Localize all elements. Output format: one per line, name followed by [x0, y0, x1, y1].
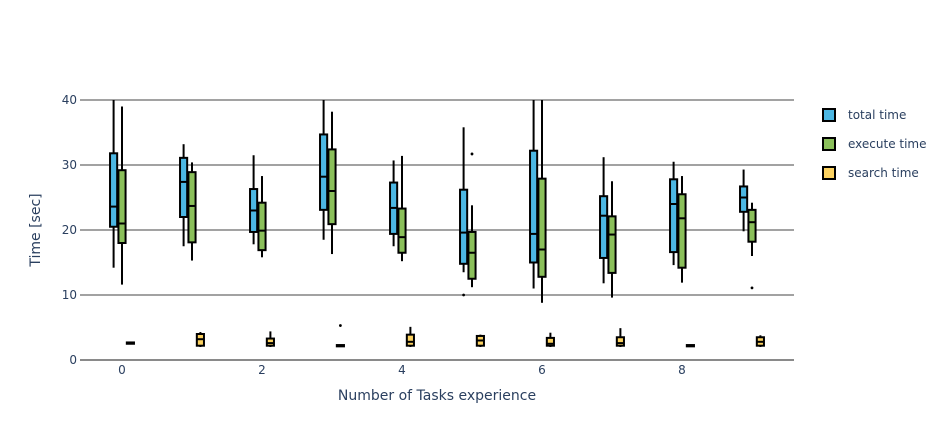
box-iqr	[677, 193, 687, 269]
box-iqr	[607, 215, 617, 274]
y-tick-label-30: 30	[62, 158, 77, 172]
box-execute-time-1	[187, 162, 197, 261]
box-traces	[109, 100, 765, 348]
box-total-time-4	[389, 160, 399, 247]
box-iqr	[327, 148, 337, 226]
box-total-time-2	[249, 155, 259, 245]
legend-label: execute time	[848, 137, 927, 151]
y-tick-label-40: 40	[62, 93, 77, 107]
box-iqr	[537, 177, 547, 278]
x-tick-label-0: 0	[118, 363, 126, 377]
box-search-time-3	[335, 324, 345, 348]
box-iqr	[739, 185, 749, 213]
outlier-point-0	[462, 293, 465, 297]
axes: 0 10 20 30 40 0 2 4 6 8	[62, 93, 686, 377]
box-execute-time-9	[747, 202, 757, 290]
box-search-time-8	[685, 344, 695, 348]
legend-item-execute-time[interactable]: execute time	[822, 137, 927, 151]
y-axis-title: Time [sec]	[28, 193, 44, 267]
box-search-time-7	[615, 328, 625, 347]
box-iqr	[467, 230, 477, 280]
box-execute-time-2	[257, 176, 267, 258]
box-total-time-7	[599, 157, 609, 284]
y-tick-label-20: 20	[62, 223, 77, 237]
box-total-time-0	[109, 100, 119, 268]
box-search-time-9	[755, 335, 765, 347]
legend-label: total time	[848, 108, 906, 122]
box-search-time-2	[265, 331, 275, 347]
box-execute-time-6	[537, 100, 547, 303]
box-execute-time-0	[117, 106, 127, 285]
box-execute-time-3	[327, 111, 337, 255]
box-iqr	[319, 133, 329, 211]
box-search-time-6	[545, 332, 555, 347]
box-total-time-3	[319, 100, 329, 240]
box-search-time-5	[475, 334, 485, 347]
box-iqr	[187, 171, 197, 244]
legend-item-total-time[interactable]: total time	[822, 108, 906, 122]
box-iqr	[405, 333, 415, 347]
box-search-time-0	[125, 341, 135, 345]
x-tick-label-2: 2	[258, 363, 266, 377]
box-total-time-9	[739, 169, 749, 232]
box-iqr	[109, 152, 119, 228]
box-total-time-1	[179, 144, 189, 247]
box-total-time-8	[669, 161, 679, 266]
box-search-time-4	[405, 326, 415, 347]
box-execute-time-7	[607, 181, 617, 298]
outlier-point-0	[750, 286, 754, 290]
box-iqr	[529, 149, 539, 264]
x-tick-label-8: 8	[678, 363, 686, 377]
box-iqr	[179, 156, 189, 219]
legend-swatch	[822, 108, 836, 122]
legend-swatch	[822, 166, 836, 180]
box-execute-time-4	[397, 155, 407, 262]
box-total-time-5	[459, 127, 469, 297]
box-execute-time-8	[677, 176, 687, 283]
box-iqr	[545, 336, 555, 347]
box-search-time-1	[195, 332, 205, 347]
box-iqr	[599, 195, 609, 259]
box-iqr	[615, 336, 625, 347]
box-iqr	[669, 178, 679, 254]
legend-swatch	[822, 137, 836, 151]
x-axis-title: Number of Tasks experience	[338, 388, 536, 404]
box-iqr	[397, 207, 407, 254]
x-tick-label-6: 6	[538, 363, 546, 377]
box-iqr	[459, 188, 469, 265]
outlier-point-0	[339, 324, 342, 327]
legend-label: search time	[848, 166, 919, 180]
box-iqr	[257, 201, 267, 252]
x-tick-label-4: 4	[398, 363, 406, 377]
y-tick-label-10: 10	[62, 288, 77, 302]
box-iqr	[747, 208, 757, 243]
legend[interactable]: total time execute time search time	[822, 108, 927, 180]
grid-lines	[80, 99, 794, 361]
box-iqr	[117, 169, 127, 244]
box-total-time-6	[529, 100, 539, 289]
outlier-point-0	[470, 152, 474, 156]
legend-item-search-time[interactable]: search time	[822, 166, 919, 180]
y-tick-label-0: 0	[69, 353, 77, 367]
box-execute-time-5	[467, 152, 477, 288]
